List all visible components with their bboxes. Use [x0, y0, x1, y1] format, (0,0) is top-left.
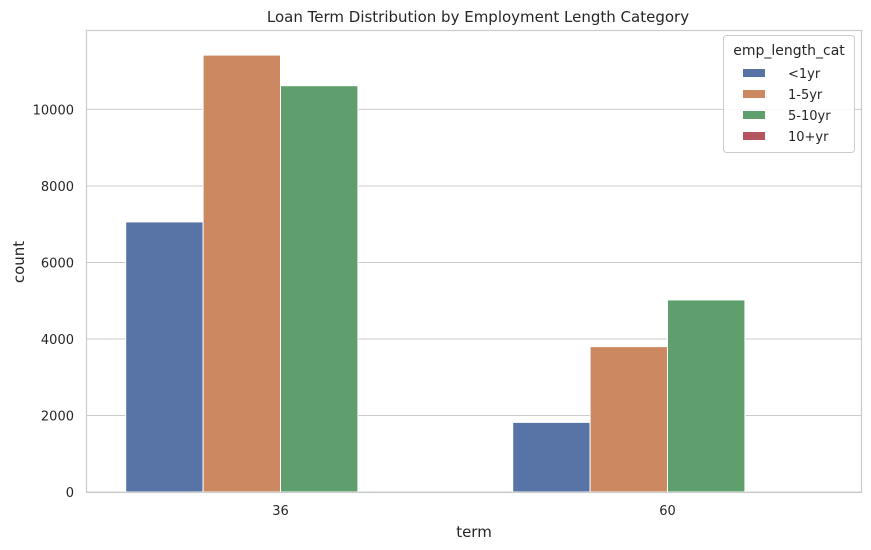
legend-label: <1yr	[788, 67, 821, 82]
y-tick-label: 0	[66, 486, 74, 501]
legend-swatch	[743, 111, 765, 119]
bar	[280, 85, 359, 493]
y-tick-label: 8000	[41, 180, 74, 195]
bar	[512, 421, 591, 493]
bar	[589, 346, 668, 493]
bar	[667, 299, 746, 493]
bar	[125, 221, 204, 493]
y-axis-label: count	[10, 241, 28, 283]
legend: emp_length_cat <1yr 1-5yr 5-10yr 10+yr	[723, 35, 855, 153]
y-tick-label: 2000	[41, 409, 74, 424]
bar	[202, 54, 282, 493]
chart-title: Loan Term Distribution by Employment Len…	[267, 8, 689, 26]
legend-label: 10+yr	[788, 130, 829, 145]
legend-swatch	[743, 132, 765, 140]
bars	[125, 54, 746, 493]
x-tick-label: 60	[659, 504, 676, 519]
x-axis-label: term	[456, 523, 492, 541]
legend-label: 1-5yr	[788, 88, 823, 103]
y-tick-label: 10000	[33, 103, 74, 118]
legend-box	[723, 35, 855, 153]
x-axis-ticks: 36 60	[272, 504, 676, 519]
y-tick-label: 4000	[41, 333, 74, 348]
legend-swatch	[743, 90, 765, 98]
x-tick-label: 36	[272, 504, 289, 519]
legend-items: <1yr 1-5yr 5-10yr 10+yr	[743, 67, 831, 145]
legend-swatch	[743, 69, 765, 77]
y-axis-ticks: 0 2000 4000 6000 8000 10000	[33, 103, 74, 501]
y-tick-label: 6000	[41, 256, 74, 271]
legend-title: emp_length_cat	[733, 43, 845, 59]
plot-frame	[85, 29, 863, 494]
legend-label: 5-10yr	[788, 109, 831, 124]
